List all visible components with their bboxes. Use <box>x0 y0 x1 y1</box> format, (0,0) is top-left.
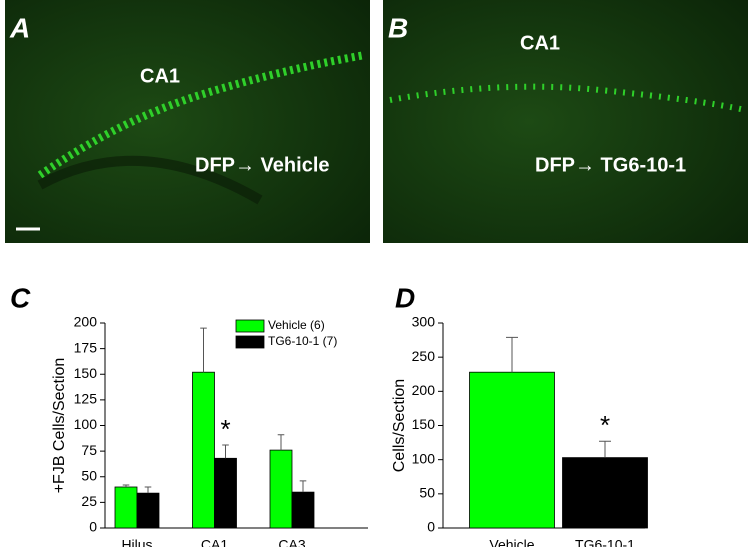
treatment-label: DFP→ Vehicle <box>195 154 330 176</box>
tissue-band <box>37 155 263 205</box>
y-tick-label: 300 <box>412 314 436 330</box>
bar <box>469 371 555 529</box>
y-axis-label: +FJB Cells/Section <box>51 358 68 494</box>
error-bar <box>277 434 285 451</box>
micrograph-b: B CA1 DFP→ TG6-10-1 <box>383 0 748 243</box>
micrograph-bg <box>5 0 370 243</box>
region-label: CA1 <box>140 65 180 87</box>
error-bar <box>122 484 130 487</box>
bar <box>269 449 293 529</box>
bar <box>114 486 138 529</box>
panel-label: B <box>388 12 408 43</box>
bar <box>136 492 160 529</box>
y-tick-label: 150 <box>412 416 436 432</box>
region-label: CA1 <box>520 32 560 54</box>
y-tick-label: 50 <box>81 467 97 483</box>
legend-swatch <box>235 319 265 333</box>
error-bar <box>200 327 207 373</box>
y-tick-label: 0 <box>427 519 435 535</box>
x-tick-label: CA3 <box>278 537 305 547</box>
bar <box>214 457 237 529</box>
y-tick-label: 75 <box>81 442 97 458</box>
y-tick-label: 100 <box>412 450 436 466</box>
micrograph-a: A CA1 DFP→ Vehicle <box>5 0 370 243</box>
bar <box>291 491 315 529</box>
error-bar <box>506 336 518 373</box>
panel-label: C <box>10 282 31 313</box>
y-tick-label: 250 <box>412 348 436 364</box>
y-tick-label: 200 <box>412 382 436 398</box>
bar <box>562 457 648 529</box>
legend-label: Vehicle (6) <box>268 318 325 332</box>
x-tick-label: TG6-10-1 <box>575 537 635 547</box>
micrograph-bg <box>383 0 748 243</box>
significance-mark: * <box>220 414 230 444</box>
bar <box>192 371 215 529</box>
y-tick-label: 25 <box>81 493 97 509</box>
x-tick-label: Vehicle <box>489 537 534 547</box>
panel-label: D <box>395 282 415 313</box>
x-tick-label: CA1 <box>201 537 228 547</box>
y-tick-label: 125 <box>74 391 98 407</box>
error-bar <box>299 480 307 493</box>
y-tick-label: 200 <box>74 314 98 330</box>
error-bar <box>222 444 229 459</box>
cell-layer <box>37 51 366 179</box>
significance-mark: * <box>600 410 610 440</box>
panel-label: A <box>9 12 30 43</box>
y-tick-label: 150 <box>74 365 98 381</box>
y-axis-label: Cells/Section <box>391 379 408 472</box>
y-tick-label: 175 <box>74 339 98 355</box>
error-bar <box>144 486 152 494</box>
error-bar <box>599 440 611 458</box>
y-tick-label: 100 <box>74 416 98 432</box>
legend-swatch <box>235 335 265 349</box>
treatment-label: DFP→ TG6-10-1 <box>535 154 686 176</box>
cell-layer <box>389 83 746 113</box>
x-tick-label: Hilus <box>121 537 152 547</box>
y-tick-label: 0 <box>89 519 97 535</box>
y-tick-label: 50 <box>419 485 435 501</box>
legend-label: TG6-10-1 (7) <box>268 334 337 348</box>
